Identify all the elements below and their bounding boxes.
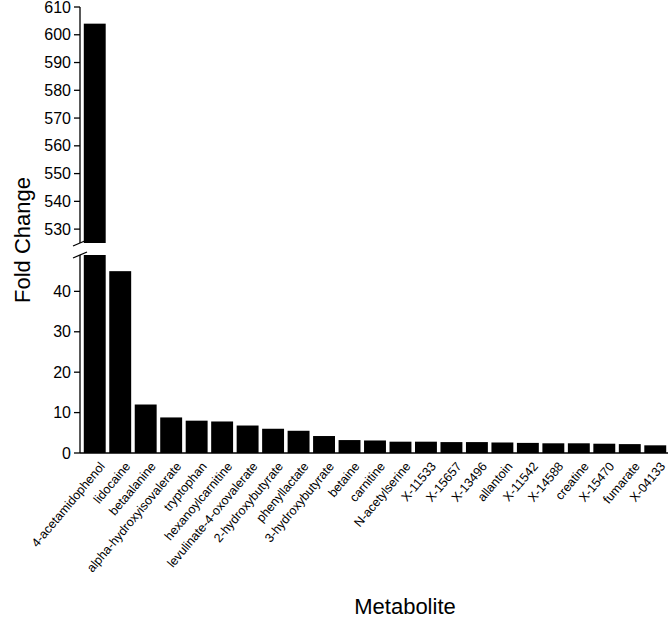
bar [288, 431, 310, 453]
y-tick [74, 201, 80, 202]
x-tick-label: X-04133 [627, 460, 668, 505]
bar [135, 405, 157, 453]
chart-container: 4-acetamidophenollidocainebetaalaninealp… [0, 0, 669, 627]
y-tick-label: 590 [44, 54, 71, 71]
y-tick [74, 452, 80, 453]
bar [491, 442, 513, 453]
bars-upper [84, 24, 106, 243]
bar [466, 442, 488, 453]
x-axis [80, 452, 668, 453]
bar [339, 440, 361, 453]
y-tick-label: 540 [44, 193, 71, 210]
y-tick-label: 40 [53, 283, 71, 300]
bar [593, 444, 615, 453]
bar [313, 436, 335, 453]
y-tick-label: 600 [44, 26, 71, 43]
bar [415, 442, 437, 453]
axis-break [73, 252, 87, 258]
y-tick-label: 610 [44, 0, 71, 16]
y-tick [74, 6, 80, 7]
y-tick [74, 90, 80, 91]
y-tick-label: 550 [44, 165, 71, 182]
y-tick-label: 30 [53, 323, 71, 340]
y-tick-label: 530 [44, 221, 71, 238]
y-tick [74, 145, 80, 146]
y-axis-title: Fold Change [10, 177, 35, 303]
bar [568, 443, 590, 453]
bar [364, 440, 386, 453]
y-axis-upper [79, 7, 80, 243]
y-tick [74, 173, 80, 174]
bar-upper [84, 24, 106, 243]
y-tick [74, 34, 80, 35]
bar [262, 429, 284, 453]
y-tick [74, 331, 80, 332]
y-tick [74, 412, 80, 413]
y-tick-label: 580 [44, 82, 71, 99]
bar [160, 417, 182, 453]
bar [517, 443, 539, 453]
bar [84, 255, 106, 453]
y-tick-label: 20 [53, 364, 71, 381]
y-tick-label: 0 [62, 445, 71, 462]
y-tick-label: 10 [53, 404, 71, 421]
y-tick-label: 560 [44, 137, 71, 154]
x-tick-label: 3-hydroxybutyrate [262, 460, 337, 546]
bar [237, 426, 259, 453]
bars-lower [84, 255, 666, 453]
bar [440, 442, 462, 453]
bar [619, 444, 641, 453]
bar [390, 442, 412, 453]
y-tick [74, 117, 80, 118]
bar [542, 443, 564, 453]
x-axis-title: Metabolite [354, 594, 456, 619]
y-tick [74, 62, 80, 63]
bar [644, 445, 666, 453]
y-tick [74, 372, 80, 373]
bar [109, 271, 131, 453]
y-tick [74, 291, 80, 292]
bar [211, 421, 233, 453]
axis-break [73, 240, 87, 246]
chart: 4-acetamidophenollidocainebetaalaninealp… [0, 0, 669, 627]
y-tick-label: 570 [44, 110, 71, 127]
y-tick [74, 228, 80, 229]
x-tick-label: 4-acetamidophenol [29, 460, 108, 550]
y-axis-lower [79, 255, 80, 453]
bar [186, 421, 208, 453]
